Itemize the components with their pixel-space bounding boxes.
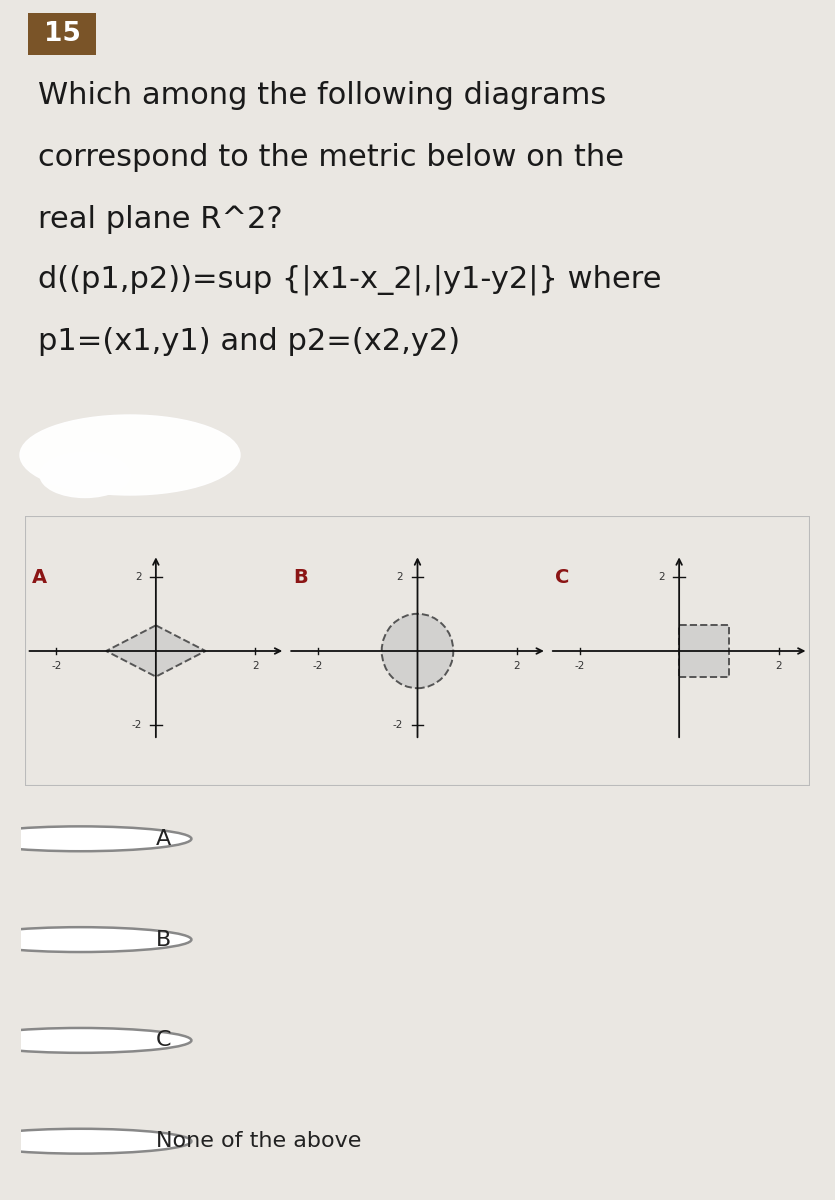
Text: -2: -2	[131, 720, 141, 731]
Text: real plane R^2?: real plane R^2?	[38, 204, 282, 234]
Text: p1=(x1,y1) and p2=(x2,y2): p1=(x1,y1) and p2=(x2,y2)	[38, 328, 460, 356]
Text: Which among the following diagrams: Which among the following diagrams	[38, 80, 606, 109]
Text: 2: 2	[514, 661, 520, 671]
Text: 15: 15	[43, 20, 80, 47]
Text: None of the above: None of the above	[155, 1132, 361, 1151]
Text: C: C	[155, 1031, 171, 1050]
Ellipse shape	[382, 614, 453, 688]
Text: d((p1,p2))=sup {|x1-x_2|,|y1-y2|} where: d((p1,p2))=sup {|x1-x_2|,|y1-y2|} where	[38, 265, 661, 295]
Bar	[679, 625, 729, 677]
Text: 2: 2	[397, 571, 403, 582]
Polygon shape	[106, 625, 205, 677]
Ellipse shape	[20, 415, 240, 494]
Text: -2: -2	[313, 661, 323, 671]
Text: B: B	[155, 930, 171, 949]
Ellipse shape	[40, 452, 130, 498]
Text: A: A	[32, 568, 47, 587]
Text: A: A	[155, 829, 171, 848]
Circle shape	[0, 1028, 191, 1052]
Circle shape	[0, 928, 191, 952]
Text: -2: -2	[51, 661, 62, 671]
Text: correspond to the metric below on the: correspond to the metric below on the	[38, 143, 624, 172]
Text: -2: -2	[392, 720, 403, 731]
Text: B: B	[293, 568, 308, 587]
Text: 2: 2	[658, 571, 665, 582]
Text: -2: -2	[574, 661, 584, 671]
Text: 2: 2	[775, 661, 782, 671]
Text: C: C	[555, 568, 569, 587]
Bar	[679, 625, 729, 677]
Circle shape	[0, 827, 191, 851]
Text: 2: 2	[252, 661, 259, 671]
Circle shape	[0, 1129, 191, 1153]
FancyBboxPatch shape	[28, 13, 96, 55]
Text: 2: 2	[134, 571, 141, 582]
